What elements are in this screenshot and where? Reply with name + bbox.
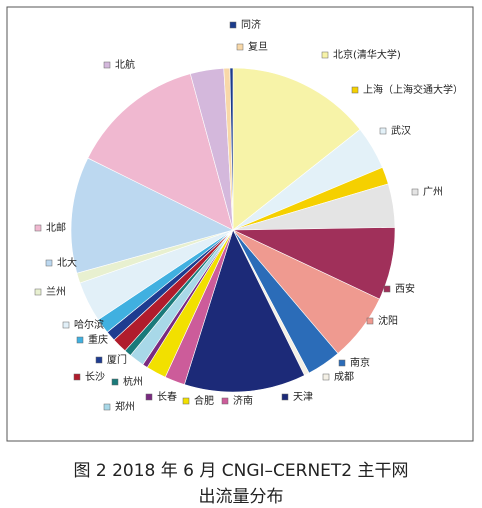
- legend-swatch: [111, 378, 119, 386]
- pie-slice: [87, 73, 234, 231]
- slice-label: 上海（上海交通大学）: [363, 83, 463, 96]
- legend-swatch: [281, 393, 289, 401]
- legend-swatch: [145, 393, 153, 401]
- slice-label: 成都: [334, 371, 354, 383]
- pie-slice: [70, 157, 234, 274]
- slice-label: 杭州: [123, 375, 143, 388]
- legend-swatch: [351, 86, 359, 94]
- slice-label: 北京(清华大学): [333, 48, 401, 61]
- slice-label: 重庆: [88, 333, 108, 346]
- legend-swatch: [95, 356, 103, 364]
- slice-label: 南京: [350, 356, 370, 369]
- legend-swatch: [236, 43, 244, 51]
- slice-label: 广州: [423, 186, 443, 198]
- slice-label: 天津: [293, 391, 313, 403]
- legend-swatch: [366, 317, 374, 325]
- legend-swatch: [73, 373, 81, 381]
- slice-label: 复旦: [248, 40, 268, 53]
- caption-line: 图 2 2018 年 6 月 CNGI–CERNET2 主干网: [73, 461, 409, 481]
- legend-swatch: [321, 51, 329, 59]
- slice-label: 武汉: [391, 124, 411, 137]
- legend-swatch: [76, 336, 84, 344]
- legend-swatch: [338, 359, 346, 367]
- slice-label: 北邮: [46, 221, 66, 234]
- slice-label: 兰州: [46, 285, 66, 298]
- legend-swatch: [383, 285, 391, 293]
- slice-label: 同济: [241, 18, 261, 31]
- slice-label: 济南: [233, 394, 253, 407]
- legend-swatch: [62, 321, 70, 329]
- slice-label: 西安: [395, 282, 415, 295]
- legend-swatch: [182, 397, 190, 405]
- slice-label: 合肥: [194, 394, 214, 407]
- legend-swatch: [379, 127, 387, 135]
- pie-slice: [229, 67, 234, 231]
- legend-swatch: [229, 21, 237, 29]
- pie-slice: [232, 67, 361, 231]
- legend-swatch: [34, 288, 42, 296]
- slice-label: 沈阳: [378, 314, 398, 327]
- legend-swatch: [103, 403, 111, 411]
- pie-slice: [184, 229, 305, 393]
- slice-label: 北大: [57, 256, 77, 269]
- legend-swatch: [103, 61, 111, 69]
- slice-label: 长沙: [85, 371, 105, 383]
- caption-line: 出流量分布: [198, 487, 284, 507]
- slice-label: 厦门: [107, 353, 127, 366]
- slice-label: 北航: [115, 58, 135, 71]
- slice-label: 郑州: [115, 400, 135, 413]
- legend-swatch: [322, 373, 330, 381]
- slice-label: 长春: [157, 391, 177, 403]
- slice-label: 哈尔滨: [74, 318, 104, 331]
- legend-swatch: [45, 259, 53, 267]
- legend-swatch: [411, 188, 419, 196]
- legend-swatch: [34, 224, 42, 232]
- legend-swatch: [221, 397, 229, 405]
- chart-frame: [6, 6, 474, 442]
